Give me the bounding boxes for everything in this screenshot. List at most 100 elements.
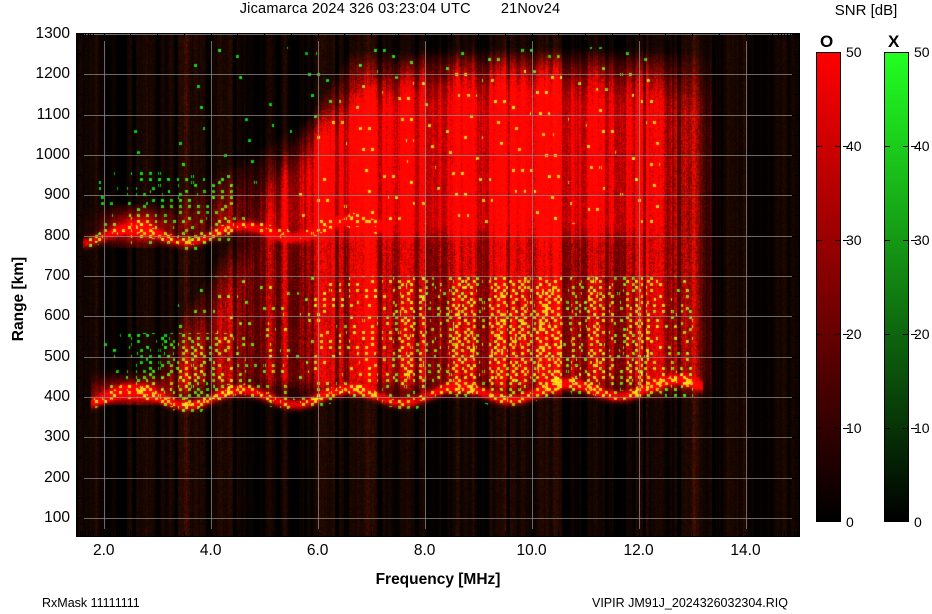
x-tick-bottom (85, 531, 86, 536)
colorbar-tick (903, 240, 909, 241)
x-tick-bottom (77, 531, 78, 536)
x-tick-top (794, 34, 795, 39)
gridline-horizontal (77, 115, 799, 116)
x-tick-bottom (130, 531, 131, 536)
x-tick-top (80, 34, 81, 39)
y-tick-left (77, 296, 82, 297)
gridline-vertical (425, 34, 426, 536)
y-tick-right (792, 397, 799, 398)
colorbar-tick (911, 334, 917, 335)
y-tick-label: 200 (44, 468, 70, 486)
x-tick-top (157, 34, 158, 39)
colorbar-o-tick-label: 10 (846, 420, 862, 436)
x-tick-bottom (398, 531, 399, 536)
y-tick-left (77, 155, 84, 156)
colorbar-o-tick-label: 30 (846, 232, 862, 248)
x-tick-top (85, 34, 86, 39)
x-tick-bottom (790, 531, 791, 536)
colorbar-x-tick-label: 10 (914, 420, 930, 436)
y-tick-left (77, 195, 84, 196)
ionogram-plot[interactable] (76, 33, 800, 537)
x-tick-bottom (344, 531, 345, 536)
colorbar-o-tick-label: 0 (846, 514, 854, 530)
x-tick-bottom (794, 531, 795, 536)
x-tick-label: 2.0 (92, 542, 115, 559)
x-tick-bottom (799, 531, 800, 536)
x-tick-bottom (787, 531, 788, 536)
colorbar-tick (884, 334, 890, 335)
y-tick-label: 1200 (35, 65, 70, 83)
x-tick-top (344, 34, 345, 39)
y-tick-left (77, 115, 84, 116)
x-tick-label: 8.0 (413, 542, 436, 559)
x-tick-bottom (184, 531, 185, 536)
source-filename-label: VIPIR JM91J_2024326032304.RIQ (592, 596, 788, 610)
title-date: 21Nov24 (500, 1, 561, 17)
x-tick-bottom (781, 531, 782, 536)
colorbar-tick (835, 334, 841, 335)
y-tick-right (794, 296, 799, 297)
colorbar-title: SNR [dB] (834, 2, 898, 19)
x-tick-bottom (425, 529, 426, 536)
gridline-horizontal (77, 518, 799, 519)
x-tick-top (799, 34, 800, 39)
y-tick-right (792, 236, 799, 237)
x-tick-top (184, 34, 185, 39)
y-tick-left (77, 276, 84, 277)
x-tick-bottom (532, 529, 533, 536)
colorbar-x-mode (884, 52, 909, 522)
x-tick-top (790, 34, 791, 39)
y-tick-right (794, 377, 799, 378)
colorbar-tick (835, 240, 841, 241)
y-tick-right (794, 94, 799, 95)
x-tick-bottom (211, 529, 212, 536)
x-tick-top (398, 34, 399, 39)
y-tick-right (792, 115, 799, 116)
y-tick-left (77, 336, 82, 337)
colorbar-tick (911, 240, 917, 241)
y-tick-right (794, 457, 799, 458)
x-tick-top (505, 34, 506, 39)
colorbar-tick (835, 428, 841, 429)
y-tick-label: 1300 (35, 25, 70, 42)
x-tick-bottom (719, 531, 720, 536)
x-tick-top (93, 34, 94, 39)
colorbar-o-tick-label: 20 (846, 326, 862, 342)
x-tick-bottom (264, 531, 265, 536)
x-tick-top (787, 34, 788, 39)
x-tick-bottom (371, 531, 372, 536)
gridline-horizontal (77, 34, 799, 35)
y-tick-left (77, 377, 82, 378)
x-tick-top (585, 34, 586, 39)
colorbar-tick (884, 146, 890, 147)
colorbar-x-tick-label: 30 (914, 232, 930, 248)
gridline-horizontal (77, 478, 799, 479)
gridline-vertical (746, 34, 747, 536)
colorbar-o-tick-label: 50 (846, 44, 862, 60)
y-tick-left (77, 518, 84, 519)
y-tick-right (794, 215, 799, 216)
x-tick-top (371, 34, 372, 39)
colorbar-x-tick-label: 50 (914, 44, 930, 60)
y-tick-left (77, 397, 84, 398)
x-tick-top (784, 34, 785, 39)
colorbar-tick (816, 428, 822, 429)
gridline-horizontal (77, 397, 799, 398)
x-tick-top (692, 34, 693, 39)
x-tick-bottom (88, 531, 89, 536)
y-tick-label: 300 (44, 428, 70, 446)
y-tick-label: 600 (44, 307, 70, 325)
y-tick-left (77, 478, 84, 479)
y-tick-label: 1100 (36, 105, 70, 123)
gridline-vertical (104, 34, 105, 536)
y-tick-left (77, 498, 82, 499)
y-tick-left (77, 74, 84, 75)
x-tick-top (558, 34, 559, 39)
gridline-horizontal (77, 74, 799, 75)
x-tick-top (665, 34, 666, 39)
colorbar-x-head: X (888, 32, 900, 51)
colorbar-x-tick-label: 40 (914, 138, 930, 154)
x-tick-bottom (585, 531, 586, 536)
x-tick-label: 12.0 (623, 542, 654, 559)
x-tick-bottom (451, 531, 452, 536)
